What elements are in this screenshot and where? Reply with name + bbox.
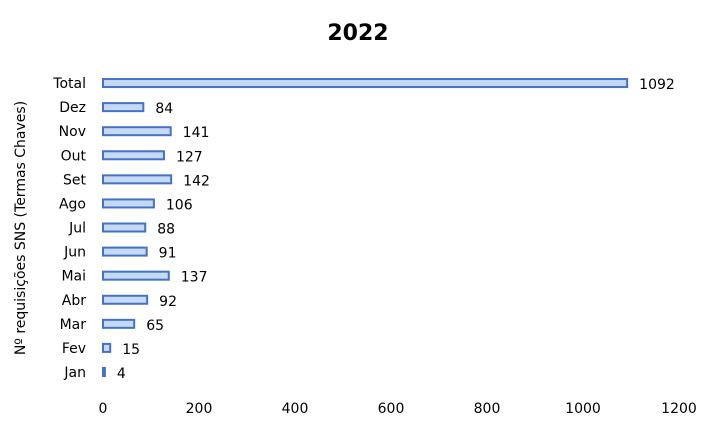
data-label: 92	[159, 294, 177, 310]
data-label: 4	[117, 366, 126, 382]
chart-title: 2022	[327, 21, 388, 46]
data-label: 1092	[639, 77, 675, 93]
bar	[102, 318, 136, 329]
bar	[102, 126, 172, 137]
category-label: Fev	[62, 341, 86, 357]
data-label: 106	[166, 197, 193, 213]
category-label: Jun	[63, 245, 86, 261]
category-label: Nov	[59, 124, 86, 140]
bar	[102, 78, 629, 89]
category-label: Dez	[59, 100, 86, 116]
data-label: 127	[176, 149, 203, 165]
bar	[102, 102, 145, 113]
data-label: 88	[157, 222, 175, 238]
category-label: Out	[61, 148, 87, 164]
category-label: Set	[63, 172, 87, 188]
x-tick-label: 600	[378, 401, 405, 417]
y-axis-label: Nº requisições SNS (Termas Chaves)	[13, 101, 29, 355]
data-label: 137	[181, 270, 208, 286]
category-label: Mar	[60, 317, 87, 333]
category-label: Jul	[68, 221, 86, 237]
category-label: Mai	[61, 269, 86, 285]
x-tick-label: 1000	[565, 401, 601, 417]
data-label: 15	[122, 342, 140, 358]
x-tick-label: 200	[186, 401, 213, 417]
bar	[102, 342, 112, 353]
data-label: 84	[155, 101, 173, 117]
data-label: 65	[146, 318, 164, 334]
bar	[102, 150, 165, 161]
x-tick-label: 800	[474, 401, 501, 417]
category-label: Abr	[62, 293, 86, 309]
bar	[102, 294, 149, 305]
x-tick-label: 0	[99, 401, 108, 417]
category-label: Jan	[63, 365, 86, 381]
category-label: Ago	[59, 196, 86, 212]
bar	[102, 246, 148, 257]
data-label: 142	[183, 173, 210, 189]
bar	[102, 198, 155, 209]
data-label: 141	[183, 125, 210, 141]
bar	[102, 270, 170, 281]
data-label: 91	[159, 246, 177, 262]
bar	[102, 367, 106, 377]
category-label: Total	[52, 76, 86, 92]
bar	[102, 174, 173, 185]
x-tick-label: 1200	[661, 401, 697, 417]
bar	[102, 222, 147, 233]
x-tick-label: 400	[282, 401, 309, 417]
